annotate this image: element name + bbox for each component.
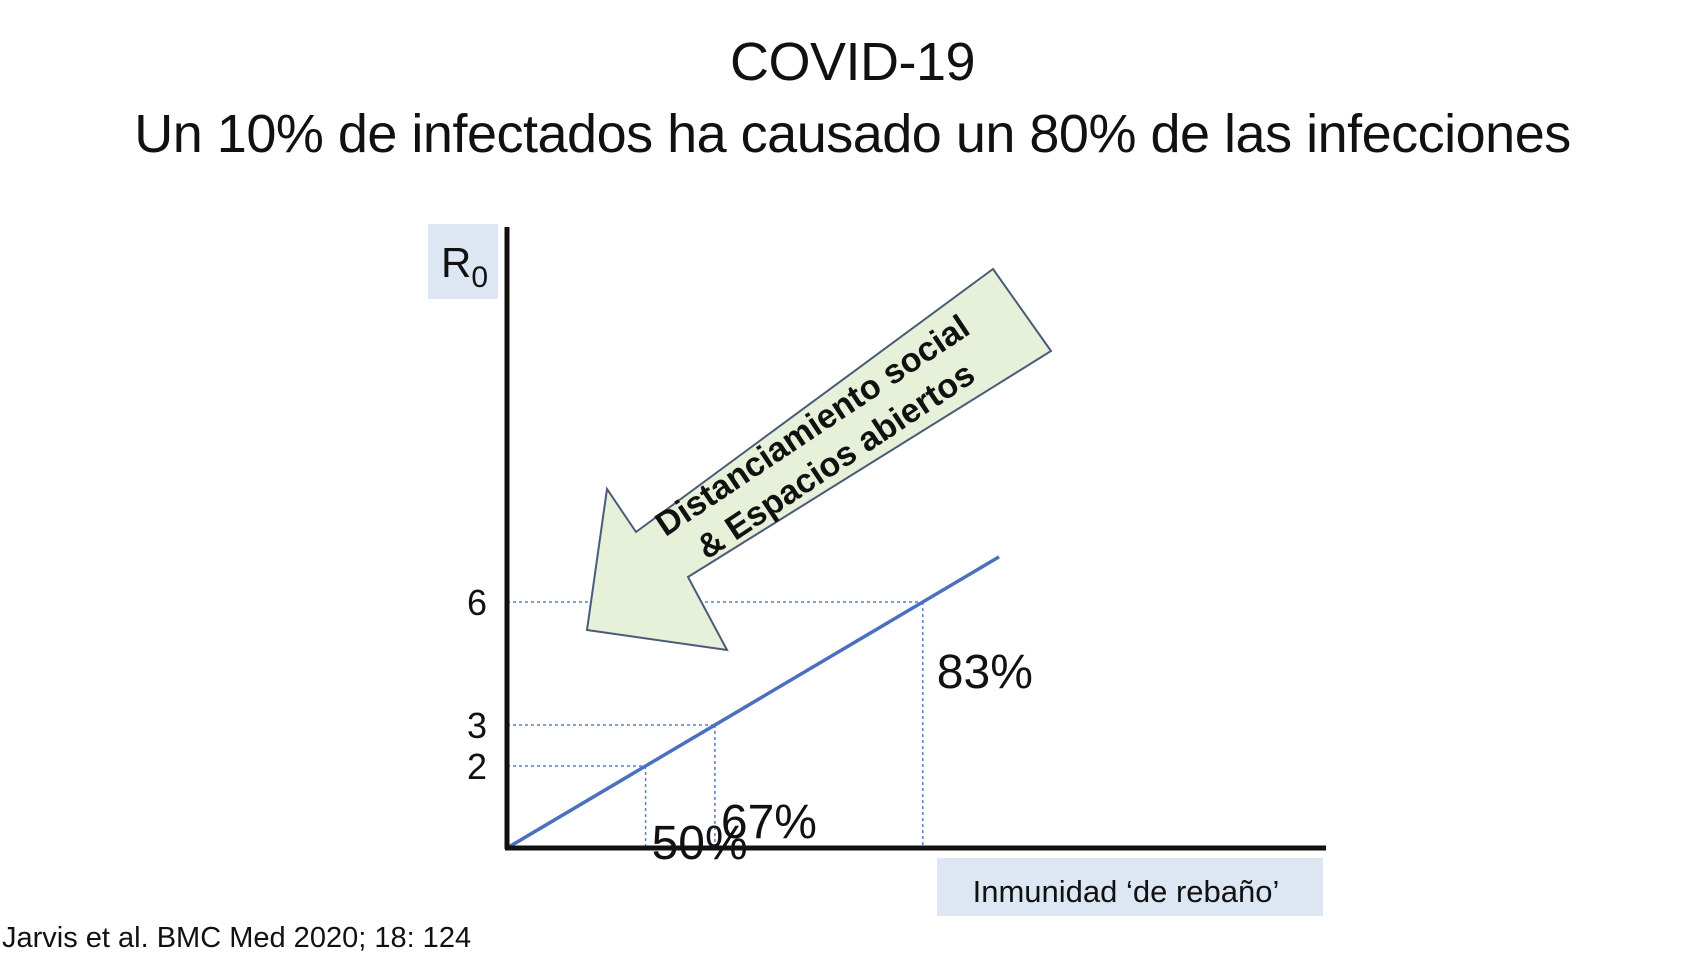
guide-lines — [507, 601, 924, 848]
percentage-label: 50% — [652, 817, 748, 870]
percentage-labels: 50%67% 83% — [652, 646, 1033, 870]
y-tick-label: 2 — [467, 746, 487, 787]
y-axis-label-background — [428, 224, 498, 299]
percentage-label: 83% — [937, 646, 1033, 699]
arrow-shape — [585, 267, 1053, 652]
y-axis-label: R0 — [441, 239, 488, 294]
y-axis-label-letter: R — [441, 239, 471, 286]
chart-title-line1: COVID-19 — [729, 32, 976, 92]
percentage-label: 67% — [721, 796, 817, 849]
y-tick-label: 6 — [467, 582, 487, 623]
x-axis-label-background — [937, 858, 1323, 916]
y-tick-label: 3 — [467, 705, 487, 746]
chart-title-line2: Un 10% de infectados ha causado un 80% d… — [134, 104, 1571, 164]
y-tick-labels: 6 32 — [467, 582, 487, 787]
distancing-arrow-annotation: Distanciamiento social & Espacios abiert… — [585, 267, 1053, 652]
citation: Jarvis et al. BMC Med 2020; 18: 124 — [2, 922, 472, 954]
y-axis-label-subscript: 0 — [471, 261, 488, 294]
r0-vs-immunity-line — [506, 555, 1000, 850]
x-axis-label: Inmunidad ‘de rebaño’ — [973, 874, 1280, 909]
